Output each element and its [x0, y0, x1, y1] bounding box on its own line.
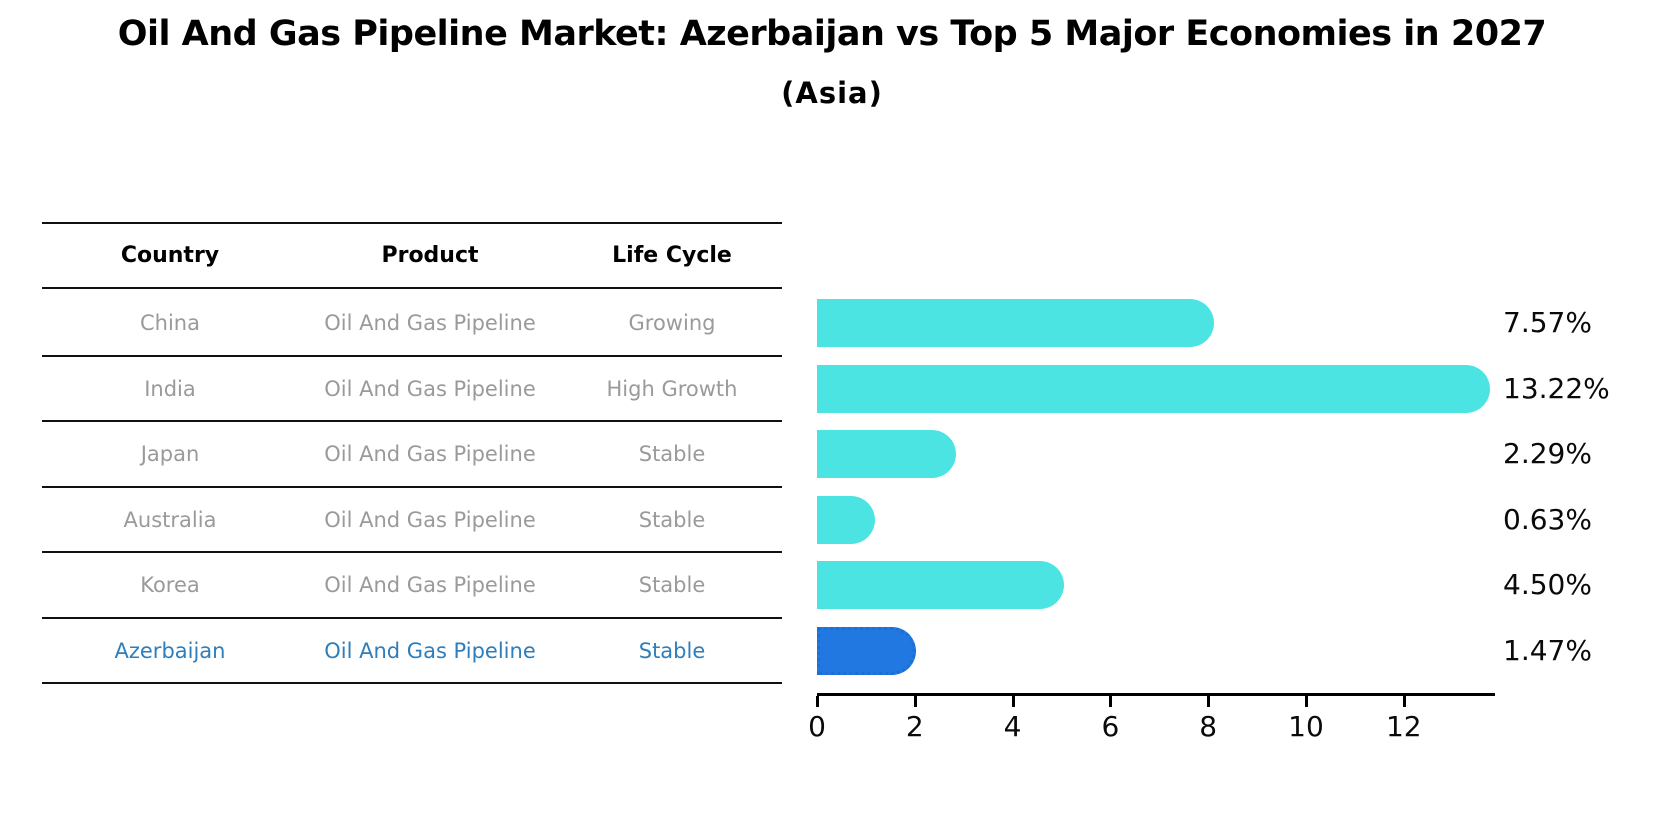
value-label: 1.47%	[1503, 633, 1592, 667]
bar-azerbaijan-highlighted	[817, 626, 916, 675]
life-cycle-cell: Growing	[628, 311, 716, 335]
life-cycle-cell: Stable	[638, 573, 706, 597]
table-divider	[42, 616, 782, 619]
x-axis-tick-label: 10	[1288, 710, 1324, 743]
product-cell: Oil And Gas Pipeline	[324, 376, 536, 401]
product-cell: Oil And Gas Pipeline	[324, 442, 536, 466]
x-axis-tick	[1402, 696, 1406, 707]
table-row: India Oil And Gas Pipeline High Growth	[42, 372, 782, 406]
value-label: 13.22%	[1503, 371, 1610, 405]
x-axis-tick-label: 2	[905, 710, 924, 743]
life-cycle-cell: Stable	[638, 507, 706, 532]
country-cell: China	[140, 311, 200, 335]
column-header-product: Product	[381, 242, 479, 268]
product-cell: Oil And Gas Pipeline	[324, 507, 536, 532]
value-label: 4.50%	[1503, 568, 1592, 601]
value-label: 2.29%	[1503, 437, 1592, 470]
x-axis-tick	[1207, 696, 1211, 707]
bar-australia	[817, 495, 875, 544]
x-axis-tick-label: 0	[808, 710, 826, 743]
table-row: Korea Oil And Gas Pipeline Stable	[42, 568, 782, 602]
x-axis-tick-label: 6	[1101, 710, 1120, 743]
column-header-country: Country	[120, 242, 220, 268]
chart-subtitle: (Asia)	[781, 76, 883, 110]
product-cell: Oil And Gas Pipeline	[324, 311, 536, 335]
bar-korea	[817, 561, 1065, 609]
bar-japan	[817, 430, 956, 478]
life-cycle-cell: Stable	[638, 638, 706, 663]
table-row: Australia Oil And Gas Pipeline Stable	[42, 503, 782, 537]
table-row: China Oil And Gas Pipeline Growing	[42, 306, 782, 340]
column-header-life-cycle: Life Cycle	[612, 242, 732, 268]
country-cell: Korea	[140, 573, 200, 597]
x-axis-spine	[817, 693, 1495, 696]
table-divider	[42, 551, 782, 554]
product-cell: Oil And Gas Pipeline	[324, 573, 536, 597]
country-cell: Azerbaijan	[114, 638, 226, 663]
table-row: Japan Oil And Gas Pipeline Stable	[42, 437, 782, 471]
table-divider	[42, 682, 782, 685]
x-axis-tick	[816, 696, 819, 707]
value-label: 0.63%	[1503, 502, 1592, 536]
table-divider	[42, 287, 782, 289]
x-axis-tick	[1011, 696, 1015, 707]
table-divider	[42, 222, 782, 224]
table-divider	[42, 420, 782, 423]
table-divider	[42, 354, 782, 357]
life-cycle-cell: High Growth	[606, 376, 738, 401]
x-axis-tick-label: 12	[1385, 710, 1422, 743]
bar-china	[817, 299, 1215, 347]
x-axis-tick	[1305, 696, 1308, 707]
country-cell: Japan	[140, 442, 200, 466]
x-axis-tick-label: 8	[1199, 710, 1218, 743]
bar-india	[817, 364, 1491, 413]
x-axis-tick	[1109, 696, 1113, 707]
table-row-highlighted: Azerbaijan Oil And Gas Pipeline Stable	[42, 634, 782, 668]
chart-title: Oil And Gas Pipeline Market: Azerbaijan …	[117, 14, 1547, 54]
life-cycle-cell: Stable	[638, 442, 706, 466]
product-cell: Oil And Gas Pipeline	[324, 638, 536, 663]
table-header-row: Country Product Life Cycle	[42, 238, 782, 272]
table-divider	[42, 485, 782, 488]
country-cell: Australia	[123, 507, 217, 532]
x-axis-tick-label: 4	[1003, 710, 1022, 743]
country-cell: India	[144, 376, 196, 401]
value-label: 7.57%	[1503, 306, 1592, 339]
x-axis-tick	[913, 696, 917, 707]
